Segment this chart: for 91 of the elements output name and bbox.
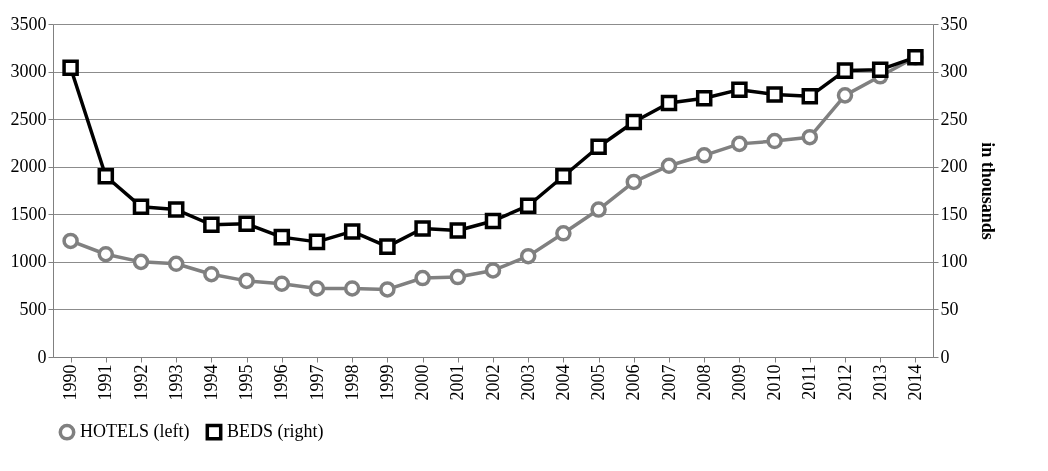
x-tick-label: 2011 xyxy=(799,364,820,400)
point xyxy=(343,280,361,297)
point xyxy=(238,272,255,290)
point xyxy=(836,62,854,79)
point xyxy=(555,225,572,242)
point xyxy=(731,81,748,98)
point xyxy=(414,269,431,287)
x-tick-label: 2012 xyxy=(834,364,855,401)
point xyxy=(132,198,150,215)
point xyxy=(203,216,220,234)
point xyxy=(590,201,607,218)
point xyxy=(836,87,854,104)
point xyxy=(590,138,607,155)
point xyxy=(62,59,79,77)
point xyxy=(449,268,467,286)
y-tick-label: 2000 xyxy=(10,156,47,177)
y2-tick-label: 350 xyxy=(940,13,968,34)
x-tick-label: 1999 xyxy=(376,364,397,401)
x-tick-label: 1994 xyxy=(200,364,221,401)
point xyxy=(801,128,819,146)
x-tick-label: 2000 xyxy=(412,364,433,401)
point xyxy=(519,197,537,214)
point xyxy=(625,113,643,131)
y2-tick-label: 100 xyxy=(940,251,968,272)
x-tick-label: 1998 xyxy=(341,364,362,401)
x-tick-label: 1995 xyxy=(236,364,257,401)
point xyxy=(555,167,572,185)
y2-tick-label: 150 xyxy=(940,203,968,224)
point xyxy=(62,232,79,250)
point xyxy=(203,265,220,283)
x-tick-label: 1992 xyxy=(130,364,151,401)
x-tick-label: 2008 xyxy=(693,364,714,401)
x-tick-label: 2004 xyxy=(552,364,573,401)
point xyxy=(97,245,115,263)
point xyxy=(766,132,783,150)
y-tick-label: 0 xyxy=(37,346,47,367)
point xyxy=(379,238,396,255)
point xyxy=(273,275,291,292)
x-tick-label: 2007 xyxy=(658,364,679,401)
y-tick-label: 1000 xyxy=(10,251,47,272)
point xyxy=(484,212,502,230)
x-tick-label: 1993 xyxy=(165,364,186,401)
point xyxy=(871,61,889,78)
point xyxy=(132,253,150,271)
x-tick-label: 1997 xyxy=(306,364,327,401)
y2-tick-label: 0 xyxy=(940,346,950,367)
point xyxy=(625,173,643,191)
point xyxy=(167,255,185,273)
y-tick-label: 3000 xyxy=(10,61,47,82)
y2-tick-label: 50 xyxy=(940,298,959,319)
point xyxy=(238,215,255,233)
y2-axis-title: in thousands xyxy=(977,142,998,240)
x-tick-label: 2005 xyxy=(588,364,609,401)
x-tick-label: 2009 xyxy=(728,364,749,401)
point xyxy=(519,247,537,265)
x-tick-label: 1996 xyxy=(271,364,292,401)
x-tick-label: 2003 xyxy=(517,364,538,401)
x-tick-label: 2002 xyxy=(482,364,503,401)
point xyxy=(801,88,819,105)
y2-tick-label: 300 xyxy=(940,61,968,82)
legend-label: BEDS (right) xyxy=(227,421,324,443)
x-tick-label: 1990 xyxy=(60,364,81,401)
x-tick-label: 2014 xyxy=(904,364,925,401)
point xyxy=(695,89,713,107)
point xyxy=(766,86,783,103)
y2-tick-label: 250 xyxy=(940,108,968,129)
point xyxy=(308,233,326,251)
point xyxy=(660,157,678,175)
point xyxy=(695,147,713,164)
point xyxy=(273,228,291,246)
x-tick-label: 2013 xyxy=(869,364,890,401)
point xyxy=(379,281,396,298)
point xyxy=(660,94,678,112)
point xyxy=(97,167,115,185)
y-tick-label: 2500 xyxy=(10,108,47,129)
y-tick-label: 500 xyxy=(19,298,47,319)
y-tick-label: 1500 xyxy=(10,203,47,224)
point xyxy=(167,201,185,218)
point xyxy=(343,223,361,240)
x-tick-label: 1991 xyxy=(95,364,116,401)
point xyxy=(449,222,467,239)
point xyxy=(484,262,502,279)
x-tick-label: 2001 xyxy=(447,364,468,401)
point xyxy=(308,280,326,297)
y2-tick-label: 200 xyxy=(940,156,968,177)
x-tick-label: 2010 xyxy=(764,364,785,401)
legend-label: HOTELS (left) xyxy=(80,421,190,443)
x-tick-label: 2006 xyxy=(623,364,644,401)
point xyxy=(414,220,431,237)
point xyxy=(731,135,748,153)
y-tick-label: 3500 xyxy=(10,13,47,34)
